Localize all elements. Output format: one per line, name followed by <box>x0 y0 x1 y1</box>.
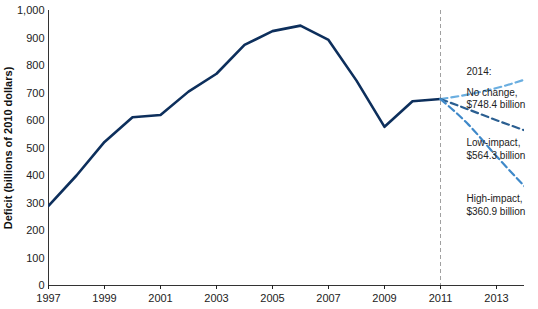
svg-text:High-impact,$360.9 billion: High-impact,$360.9 billion <box>467 193 526 217</box>
svg-text:2003: 2003 <box>204 292 228 304</box>
svg-text:2013: 2013 <box>484 292 508 304</box>
svg-text:600: 600 <box>26 114 44 126</box>
svg-text:700: 700 <box>26 87 44 99</box>
svg-text:2014:: 2014: <box>467 66 492 77</box>
svg-text:Deficit (billions of 2010 doll: Deficit (billions of 2010 dollars) <box>2 66 14 229</box>
svg-text:2001: 2001 <box>148 292 172 304</box>
svg-text:2009: 2009 <box>372 292 396 304</box>
svg-text:1999: 1999 <box>92 292 116 304</box>
svg-text:No change,$748.4 billion: No change,$748.4 billion <box>467 87 526 111</box>
svg-text:400: 400 <box>26 169 44 181</box>
svg-text:0: 0 <box>38 279 44 291</box>
svg-text:800: 800 <box>26 59 44 71</box>
svg-text:300: 300 <box>26 197 44 209</box>
svg-text:900: 900 <box>26 32 44 44</box>
svg-text:500: 500 <box>26 142 44 154</box>
svg-text:Low-impact,$564.3 billion: Low-impact,$564.3 billion <box>467 137 526 161</box>
svg-text:100: 100 <box>26 252 44 264</box>
svg-text:2007: 2007 <box>316 292 340 304</box>
svg-text:1,000: 1,000 <box>17 4 45 16</box>
svg-text:1997: 1997 <box>36 292 60 304</box>
svg-text:200: 200 <box>26 224 44 236</box>
svg-text:2005: 2005 <box>260 292 284 304</box>
svg-text:2011: 2011 <box>429 292 453 304</box>
